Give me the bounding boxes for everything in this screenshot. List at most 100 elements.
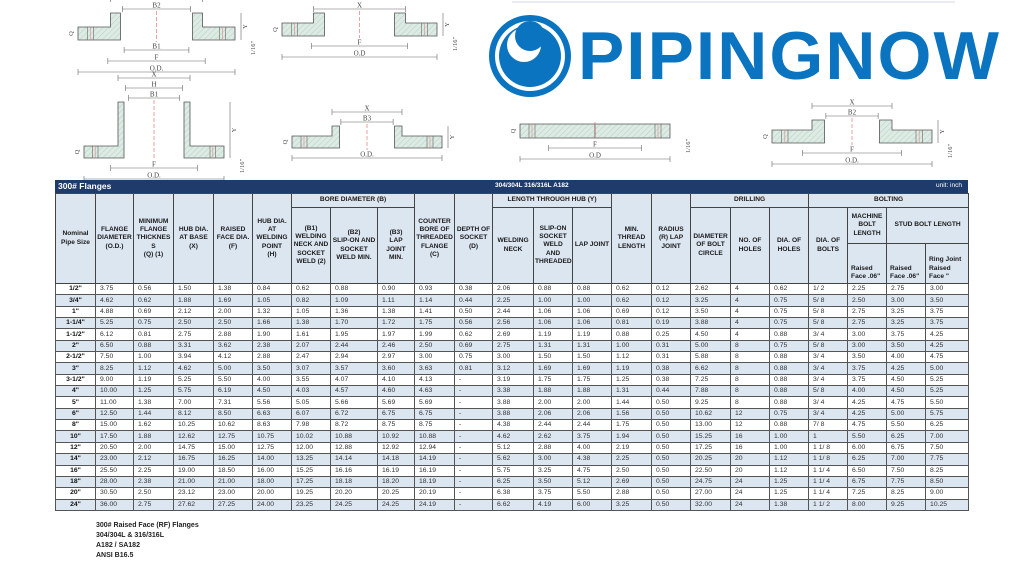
dimension-label: O.D [354, 50, 366, 58]
dimension-label: B2 [152, 2, 161, 10]
value-cell: 11.00 [95, 396, 134, 409]
value-cell: 1.38 [213, 283, 253, 295]
value-cell: 20 [730, 453, 771, 465]
value-cell: 2.47 [291, 351, 331, 363]
value-cell: 7.00 [886, 453, 927, 465]
dimension-label: F [155, 54, 159, 62]
value-cell: 2.50 [213, 317, 253, 329]
table-row: 5" 11.00 1.38 7.00 7.31 5.56 5.05 5.66 5.69 5.69-… [55, 396, 970, 409]
header-b1: (B1) WELDING NECK AND SOCKET WELD (2) [291, 207, 331, 284]
value-cell: 4 [730, 294, 771, 307]
value-cell: 3.50 [886, 340, 927, 352]
value-cell: 4.25 [925, 340, 970, 352]
value-cell: 1 1/ 8 [808, 453, 849, 465]
value-cell: 3.50 [252, 362, 292, 375]
value-cell: 27.00 [690, 487, 732, 500]
value-cell: 16.19 [414, 465, 456, 477]
side-dimension-label: Q [68, 31, 75, 36]
dimension-label: B2 [848, 109, 857, 117]
value-cell: 2.38 [252, 340, 292, 352]
value-cell: 6.25 [847, 453, 888, 465]
value-cell: - [454, 374, 494, 386]
value-cell: 1.31 [533, 340, 574, 352]
pipe-size-cell: 3/4" [55, 294, 96, 307]
value-cell: 9.00 [925, 487, 970, 500]
value-cell: 21.00 [173, 476, 214, 488]
value-cell: 1.19 [572, 328, 613, 341]
value-cell: 10.00 [95, 385, 134, 397]
value-cell: 2.25 [492, 294, 535, 307]
value-cell: 2.62 [690, 283, 732, 295]
value-cell: 4.50 [886, 374, 927, 386]
value-cell: 1.72 [376, 317, 416, 329]
value-cell: 4 [730, 328, 771, 341]
value-cell: 2.25 [847, 283, 888, 295]
value-cell: 1.12 [769, 465, 810, 477]
table-row: 14" 23.00 2.12 16.75 16.25 14.00 13.25 14.14 14.… [55, 453, 970, 465]
value-cell: 2.75 [173, 328, 214, 341]
table-row: 18" 28.00 2.38 21.00 21.00 18.00 17.25 18.18 18.… [55, 476, 970, 488]
value-cell: 2.25 [611, 453, 653, 465]
value-cell: 7.50 [886, 465, 927, 477]
value-cell: - [454, 442, 494, 454]
value-cell: 3.75 [95, 283, 134, 295]
value-cell: 20.50 [95, 442, 134, 454]
value-cell: 14.75 [173, 442, 214, 454]
table-row: 20" 30.50 2.50 23.12 23.00 20.00 19.25 20.20 20.… [55, 487, 970, 500]
value-cell: 2.07 [291, 340, 331, 352]
value-cell: 4.75 [847, 419, 888, 431]
value-cell: 2.44 [492, 306, 535, 318]
pipe-size-cell: 24" [55, 499, 96, 511]
value-cell: 3.00 [847, 328, 888, 341]
value-cell: 8 [730, 374, 771, 386]
value-cell: 27.25 [213, 499, 253, 511]
value-cell: 5.50 [847, 430, 888, 443]
value-cell: - [454, 408, 494, 420]
value-cell: 24.25 [376, 499, 416, 511]
value-cell: 6.75 [847, 476, 888, 488]
value-cell: 6.07 [291, 408, 331, 420]
pipe-size-cell: 1-1/4" [55, 317, 96, 329]
value-cell: 7.00 [173, 396, 214, 409]
pipe-size-cell: 5" [55, 396, 96, 409]
value-cell: 24.19 [414, 499, 456, 511]
value-cell: 30.50 [95, 487, 134, 500]
dimension-label: O.D. [845, 157, 859, 165]
value-cell: 3.75 [847, 374, 888, 386]
value-cell: 25.50 [95, 465, 134, 477]
value-cell: 0.50 [454, 306, 494, 318]
value-cell: 1.25 [769, 487, 810, 500]
value-cell: 1.94 [611, 430, 653, 443]
value-cell: 3.88 [690, 317, 732, 329]
value-cell: 3.88 [492, 396, 535, 409]
value-cell: 4.75 [925, 351, 970, 363]
flange-section [879, 119, 933, 144]
flange-drawing: X F O.D Q Y 1/16" [272, 2, 459, 60]
value-cell: 2.50 [847, 294, 888, 307]
value-cell: 2.50 [611, 465, 653, 477]
value-cell: 3.50 [925, 294, 970, 307]
header-radius: RADIUS (R) LAP JOINT [651, 193, 692, 284]
value-cell: 1.69 [572, 362, 613, 375]
pipe-size-cell: 2-1/2" [55, 351, 96, 363]
header-counter-bore: COUNTER BORE OF THREADED FLANGE (C) [414, 193, 456, 284]
value-cell: 2.75 [492, 340, 535, 352]
dimension-label: H [151, 81, 156, 89]
value-cell: 1.38 [376, 306, 416, 318]
value-cell: 0.88 [611, 328, 653, 341]
header-dia-holes: DIA. OF HOLES [769, 207, 810, 284]
value-cell: 24 [730, 499, 771, 511]
logo-text: PIPINGNOW [578, 18, 1001, 94]
value-cell: 2.62 [533, 430, 574, 443]
value-cell: 1.25 [133, 385, 174, 397]
value-cell: 3.75 [847, 362, 888, 375]
side-dimension-label: 1/16" [452, 37, 459, 52]
value-cell: 1.06 [533, 306, 574, 318]
value-cell: 2.75 [133, 499, 174, 511]
value-cell: 1.38 [133, 396, 174, 409]
value-cell: - [454, 487, 494, 500]
value-cell: 15.00 [213, 442, 253, 454]
value-cell: 10.88 [330, 430, 378, 443]
value-cell: 0.12 [651, 283, 692, 295]
value-cell: 23.25 [291, 499, 331, 511]
